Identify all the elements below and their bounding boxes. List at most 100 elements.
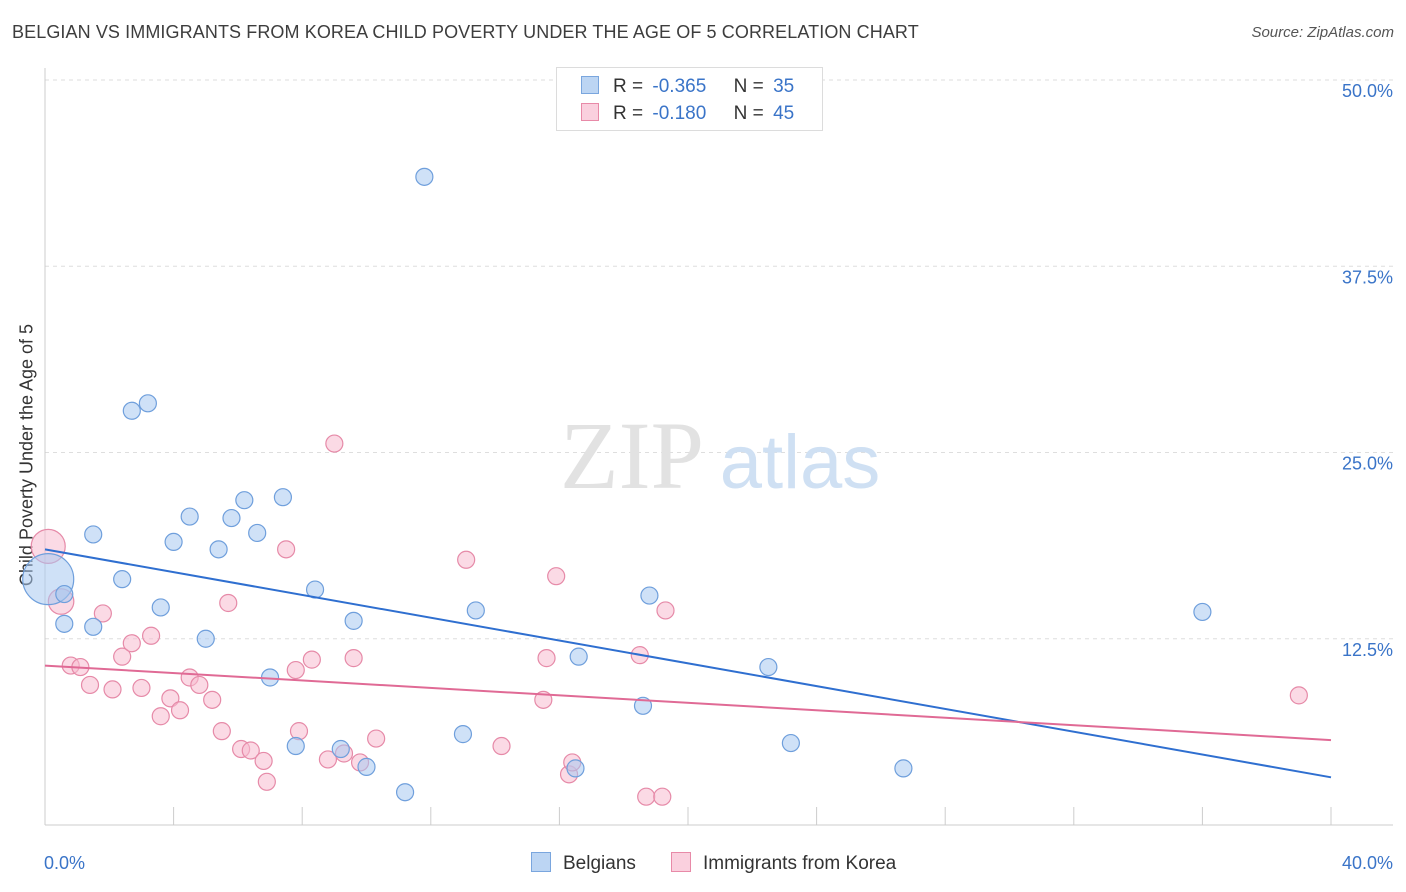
korea-point bbox=[219, 593, 238, 613]
korea-point bbox=[302, 650, 321, 669]
bottom-legend-belgians: Belgians bbox=[531, 852, 636, 875]
korea-point bbox=[132, 678, 151, 698]
bottom-legend-label: Immigrants from Korea bbox=[703, 853, 897, 874]
belgian-point bbox=[395, 783, 415, 802]
bottom-legend-korea: Immigrants from Korea bbox=[671, 852, 896, 875]
korea-point bbox=[254, 751, 273, 771]
watermark-atlas: atlas bbox=[720, 420, 881, 505]
legend-n-value: 35 bbox=[773, 76, 795, 97]
korea-point bbox=[653, 787, 672, 806]
x-tick-label: 40.0% bbox=[1342, 853, 1393, 873]
belgian-point bbox=[759, 657, 778, 677]
legend-row-belgians: R = -0.365 N = 35 bbox=[581, 76, 794, 100]
belgian-point bbox=[222, 508, 241, 528]
bottom-legend-label: Belgians bbox=[563, 853, 636, 874]
legend-r-value: -0.180 bbox=[652, 103, 707, 124]
korea-point bbox=[257, 772, 276, 791]
korea-point bbox=[93, 604, 112, 623]
korea-point bbox=[113, 647, 132, 666]
korea-point bbox=[190, 675, 209, 695]
korea-point bbox=[325, 434, 344, 453]
belgian-point bbox=[331, 739, 350, 759]
korea-point bbox=[161, 689, 180, 708]
belgian-point bbox=[209, 540, 228, 559]
korea-point bbox=[289, 722, 309, 741]
y-tick-label: 25.0% bbox=[1342, 454, 1393, 474]
belgian-point bbox=[235, 491, 254, 510]
korea-point bbox=[141, 626, 161, 645]
legend-swatch-korea bbox=[581, 103, 599, 121]
y-tick-label: 37.5% bbox=[1342, 267, 1393, 287]
x-tick-label: 0.0% bbox=[44, 853, 85, 873]
korea-point bbox=[1289, 686, 1308, 705]
belgian-point bbox=[180, 507, 199, 526]
legend-n-value: 45 bbox=[773, 103, 795, 124]
belgian-point bbox=[273, 488, 293, 507]
legend-r-label: R = bbox=[613, 103, 644, 124]
legend-r-value: -0.365 bbox=[652, 76, 707, 97]
belgian-point bbox=[633, 696, 653, 715]
belgian-point bbox=[196, 629, 215, 648]
belgian-point bbox=[640, 586, 659, 605]
belgian-point bbox=[164, 532, 183, 552]
belgian-point bbox=[84, 617, 103, 636]
tick-labels: 12.5% 25.0% 37.5% 50.0% 0.0% 40.0% bbox=[44, 81, 1393, 873]
korea-point bbox=[637, 787, 656, 806]
belgian-point bbox=[569, 647, 588, 666]
trend-lines bbox=[44, 548, 1332, 779]
korea-point bbox=[170, 701, 190, 720]
korea-point bbox=[151, 707, 170, 726]
korea-point bbox=[656, 601, 675, 620]
belgian-point bbox=[113, 570, 132, 589]
korea-point bbox=[277, 540, 296, 559]
belgian-point bbox=[1193, 602, 1212, 622]
chart-title: BELGIAN VS IMMIGRANTS FROM KOREA CHILD P… bbox=[12, 22, 919, 42]
korea-trend-line bbox=[44, 664, 1332, 742]
korea-point bbox=[241, 741, 260, 760]
belgian-point bbox=[453, 725, 473, 744]
legend-n-label: N = bbox=[733, 76, 764, 97]
y-tick-label: 50.0% bbox=[1342, 81, 1393, 101]
korea-point bbox=[492, 736, 511, 756]
belgian-point bbox=[466, 601, 485, 620]
legend-row-korea: R = -0.180 N = 45 bbox=[581, 103, 794, 127]
belgian-point bbox=[248, 523, 267, 543]
legend-n-label: N = bbox=[733, 103, 764, 124]
belgian-point bbox=[84, 525, 103, 544]
belgian-point bbox=[138, 394, 157, 413]
belgian-point bbox=[286, 736, 305, 756]
belgian-point bbox=[894, 759, 913, 778]
belgian-point bbox=[344, 611, 363, 630]
korea-point bbox=[103, 680, 122, 699]
korea-point bbox=[286, 660, 305, 680]
source-label: Source: ZipAtlas.com bbox=[1251, 24, 1394, 41]
belgian-trend-line bbox=[44, 548, 1332, 779]
axes bbox=[44, 68, 1393, 826]
korea-point bbox=[318, 750, 338, 769]
bottom-legend-swatch-belgians bbox=[531, 852, 551, 872]
belgian-point bbox=[122, 401, 141, 420]
korea-point bbox=[457, 550, 476, 569]
belgian-point bbox=[415, 167, 434, 186]
korea-point bbox=[203, 690, 222, 709]
belgian-point bbox=[566, 759, 585, 778]
korea-point bbox=[344, 649, 363, 668]
legend-r-label: R = bbox=[613, 76, 644, 97]
belgian-point bbox=[357, 757, 376, 776]
korea-point bbox=[547, 567, 566, 586]
korea-point bbox=[367, 729, 386, 748]
korea-point bbox=[212, 722, 231, 741]
belgian-points bbox=[22, 167, 1212, 802]
belgian-point bbox=[781, 733, 800, 753]
correlation-legend: R = -0.365 N = 35 R = -0.180 N = 45 bbox=[556, 67, 823, 131]
belgian-point bbox=[55, 584, 74, 604]
watermark-zip: ZIP bbox=[560, 402, 704, 509]
korea-point bbox=[122, 634, 141, 653]
korea-point bbox=[537, 649, 556, 668]
belgian-point bbox=[55, 614, 74, 633]
grid-lines bbox=[45, 79, 1393, 640]
legend-swatch-belgians bbox=[581, 76, 599, 94]
y-tick-label: 12.5% bbox=[1342, 640, 1393, 660]
watermark: ZIP atlas bbox=[560, 402, 880, 509]
